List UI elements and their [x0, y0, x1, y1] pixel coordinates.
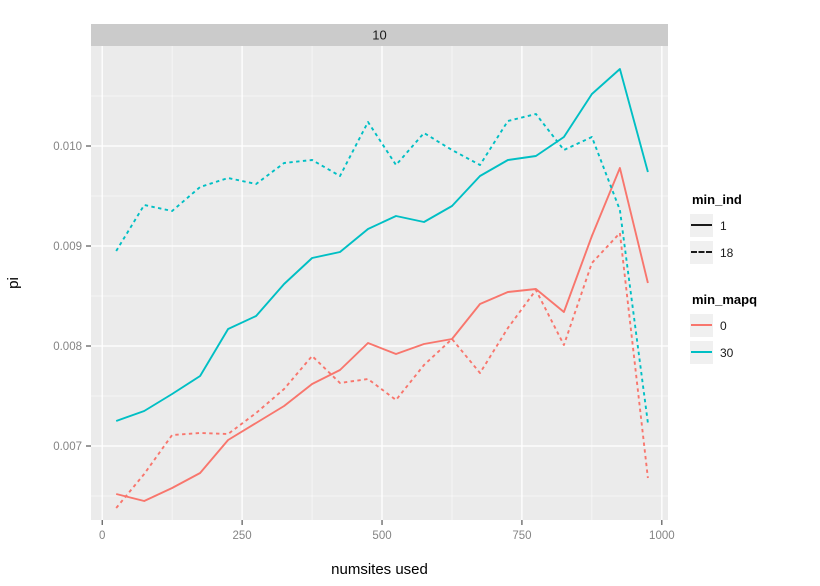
legend-item-min-ind-18: 18: [690, 241, 742, 264]
axis-tick-labels: 0 250 500 750 1000 0.007 0.008 0.009 0.010: [53, 141, 674, 542]
x-axis-title: numsites used: [331, 561, 428, 578]
legend-item-min-mapq-30: 30: [690, 341, 757, 364]
minor-gridlines: [91, 46, 668, 520]
series-line-30-1: [115, 68, 649, 422]
plot-panel: [91, 46, 668, 520]
x-tick-label: 0: [99, 530, 105, 542]
y-axis-title: pi: [5, 277, 22, 289]
y-tick-label: 0.007: [53, 441, 82, 453]
facet-strip: [91, 24, 668, 46]
red-line-sample-icon: [691, 324, 712, 326]
y-tick-label: 0.008: [53, 341, 82, 353]
data-series-lines: [115, 68, 649, 509]
facet-strip-label: 10: [372, 28, 386, 43]
legend-key-box: [690, 214, 713, 237]
axis-ticks: [86, 145, 663, 525]
x-tick-label: 250: [233, 530, 252, 542]
legend-min-ind: min_ind 1 18: [690, 192, 742, 268]
x-tick-label: 1000: [649, 530, 675, 542]
legend-item-min-ind-1: 1: [690, 214, 742, 237]
x-tick-label: 500: [372, 530, 391, 542]
series-line-0-1: [115, 167, 649, 502]
legend-key-box: [690, 341, 713, 364]
dashed-line-sample-icon: [691, 251, 712, 253]
solid-line-sample-icon: [691, 224, 712, 226]
legend-key-box: [690, 314, 713, 337]
x-tick-label: 750: [512, 530, 531, 542]
legend-min-ind-title: min_ind: [692, 192, 742, 207]
legend-item-label: 1: [720, 218, 727, 233]
legend-min-mapq: min_mapq 0 30: [690, 292, 757, 368]
legend-item-label: 0: [720, 318, 727, 333]
legend-min-mapq-title: min_mapq: [692, 292, 758, 307]
series-line-0-18: [115, 232, 649, 509]
series-line-30-18: [115, 113, 649, 424]
legend-key-box: [690, 241, 713, 264]
legend-item-min-mapq-0: 0: [690, 314, 757, 337]
legend-item-label: 30: [720, 345, 734, 360]
y-tick-label: 0.010: [53, 141, 82, 153]
teal-line-sample-icon: [691, 351, 712, 353]
y-tick-label: 0.009: [53, 241, 82, 253]
legend-item-label: 18: [720, 245, 734, 260]
